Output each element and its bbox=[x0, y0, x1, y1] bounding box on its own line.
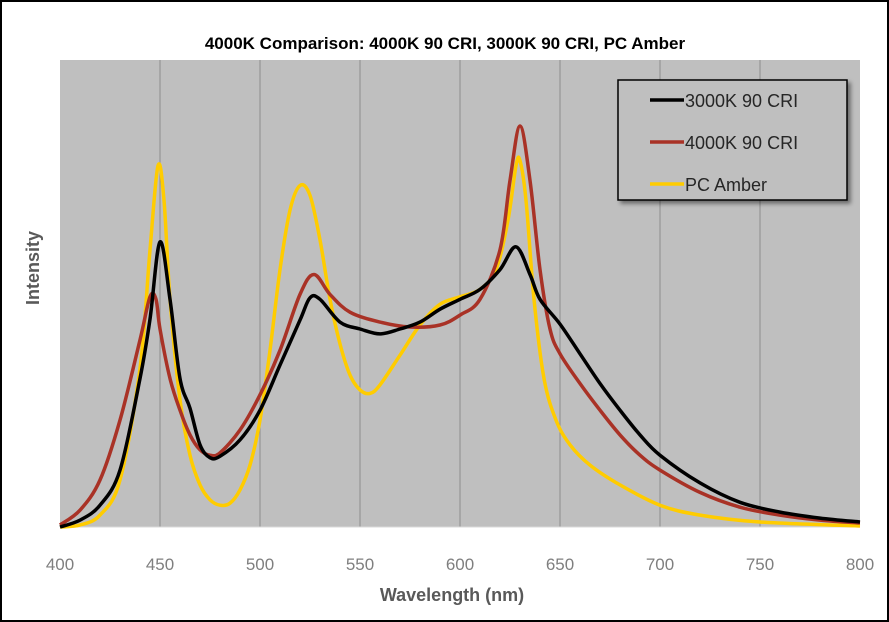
legend-label: 4000K 90 CRI bbox=[685, 133, 798, 153]
series-line-4000k-90-cri bbox=[58, 124, 861, 527]
legend-label: 3000K 90 CRI bbox=[685, 91, 798, 111]
x-tick-label: 600 bbox=[446, 555, 474, 574]
x-tick-label: 700 bbox=[646, 555, 674, 574]
legend: 3000K 90 CRI 4000K 90 CRI PC Amber bbox=[617, 79, 848, 201]
y-axis-label: Intensity bbox=[23, 231, 43, 305]
series-line-pc-amber bbox=[59, 155, 861, 529]
x-tick-label: 450 bbox=[146, 555, 174, 574]
chart-title: 4000K Comparison: 4000K 90 CRI, 3000K 90… bbox=[205, 34, 686, 53]
x-tick-label: 800 bbox=[846, 555, 874, 574]
legend-box bbox=[617, 79, 848, 201]
series-line-3000k-90-cri bbox=[59, 240, 861, 529]
x-tick-label: 400 bbox=[46, 555, 74, 574]
x-tick-label: 500 bbox=[246, 555, 274, 574]
x-tick-label: 650 bbox=[546, 555, 574, 574]
x-tick-label: 550 bbox=[346, 555, 374, 574]
legend-label: PC Amber bbox=[685, 175, 767, 195]
x-axis-label: Wavelength (nm) bbox=[380, 585, 524, 605]
x-tick-label: 750 bbox=[746, 555, 774, 574]
